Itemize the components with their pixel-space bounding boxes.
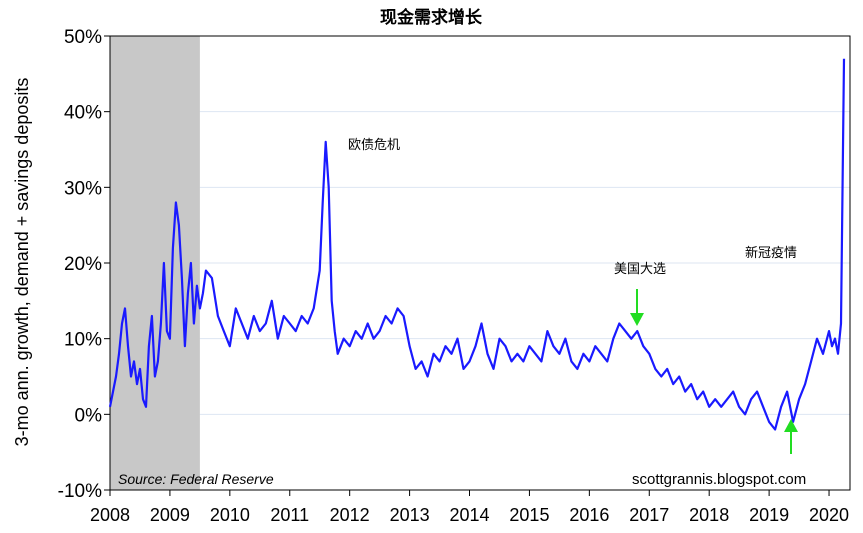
y-axis-label: 3-mo ann. growth, demand + savings depos… (12, 78, 32, 447)
series-line (108, 58, 846, 431)
x-tick-label: 2009 (150, 505, 190, 525)
election-arrow (630, 289, 644, 326)
x-axis-ticks: 2008 2009 2010 2011 2012 2013 2014 2015 2016 2017… (90, 490, 849, 525)
y-tick-label: 20% (64, 254, 102, 275)
x-tick-label: 2020 (809, 505, 849, 525)
y-tick-label: 10% (64, 330, 102, 351)
y-tick-label: 0% (75, 405, 103, 426)
y-tick-label: 50% (64, 27, 102, 48)
y-tick-label: 30% (64, 178, 102, 199)
y-tick-label: 40% (64, 103, 102, 124)
x-tick-label: 2014 (449, 505, 489, 525)
x-tick-label: 2019 (749, 505, 789, 525)
gridlines (110, 35, 850, 491)
annotation-us-election: 美国大选 (614, 262, 666, 277)
x-tick-label: 2012 (330, 505, 370, 525)
covid-arrow (784, 419, 798, 454)
annotation-euro-crisis: 欧债危机 (348, 138, 400, 153)
x-tick-label: 2017 (629, 505, 669, 525)
x-tick-label: 2008 (90, 505, 130, 525)
credit-note: scottgrannis.blogspot.com (632, 471, 806, 488)
recession-shade (110, 36, 200, 490)
y-axis-ticks: 50% 40% 30% 20% 10% 0% -10% (58, 27, 110, 502)
source-note: Source: Federal Reserve (118, 471, 274, 487)
x-tick-label: 2011 (270, 505, 309, 525)
x-tick-label: 2018 (689, 505, 729, 525)
x-tick-label: 2010 (210, 505, 250, 525)
chart-title: 现金需求增长 (380, 7, 483, 28)
x-tick-label: 2016 (569, 505, 609, 525)
annotation-covid: 新冠疫情 (745, 245, 797, 261)
x-tick-label: 2013 (390, 505, 430, 525)
y-tick-label: -10% (58, 481, 102, 502)
x-tick-label: 2015 (509, 505, 549, 525)
